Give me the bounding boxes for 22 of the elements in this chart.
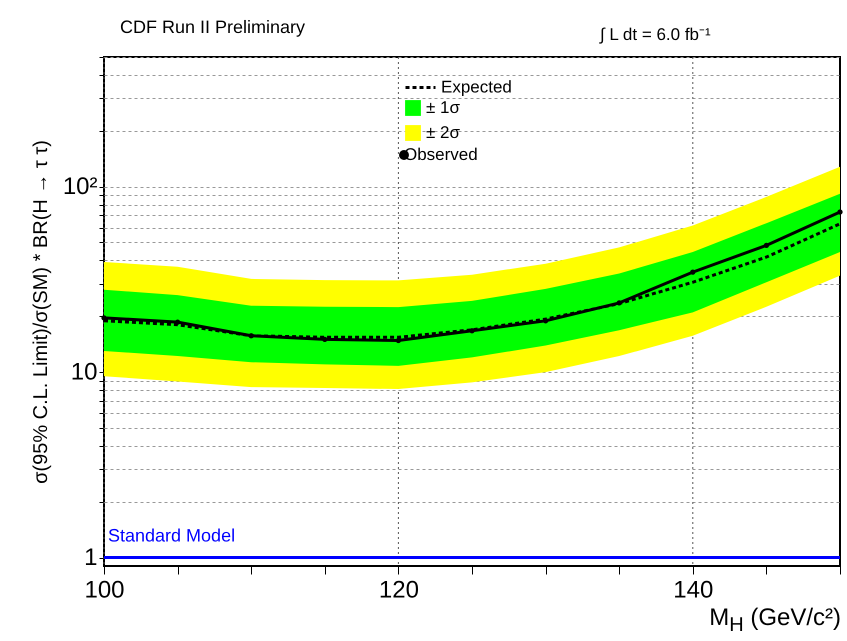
point: [690, 269, 696, 275]
y-axis-title: σ(95% C.L. Limit)/σ(SM) * BR(H → τ τ): [30, 140, 52, 484]
point: [837, 209, 843, 215]
point: [764, 242, 770, 248]
y-tick-label: 1: [84, 544, 98, 572]
point: [322, 336, 328, 342]
text: ∫ L dt = 6.0 fb⁻¹: [600, 24, 711, 45]
point: [101, 315, 107, 321]
x-tick-label: 140: [673, 576, 714, 604]
y-tick-label: 10: [70, 358, 98, 386]
ref-line-label: Standard Model: [108, 526, 236, 546]
x-tick-label: 120: [378, 576, 419, 604]
y-tick-label: 10²: [62, 173, 98, 200]
x-axis-title: M$_{H}$ (GeV/c²): [709, 604, 841, 637]
legend-label: ± 2σ: [426, 123, 461, 142]
x-tick-label: 100: [84, 576, 125, 604]
point: [396, 338, 402, 344]
point: [248, 333, 254, 338]
chart-title: CDF Run II Preliminary: [120, 17, 306, 37]
point: [616, 300, 622, 306]
legend-label: Expected: [441, 78, 512, 96]
legend-label: ± 1σ: [426, 98, 461, 117]
